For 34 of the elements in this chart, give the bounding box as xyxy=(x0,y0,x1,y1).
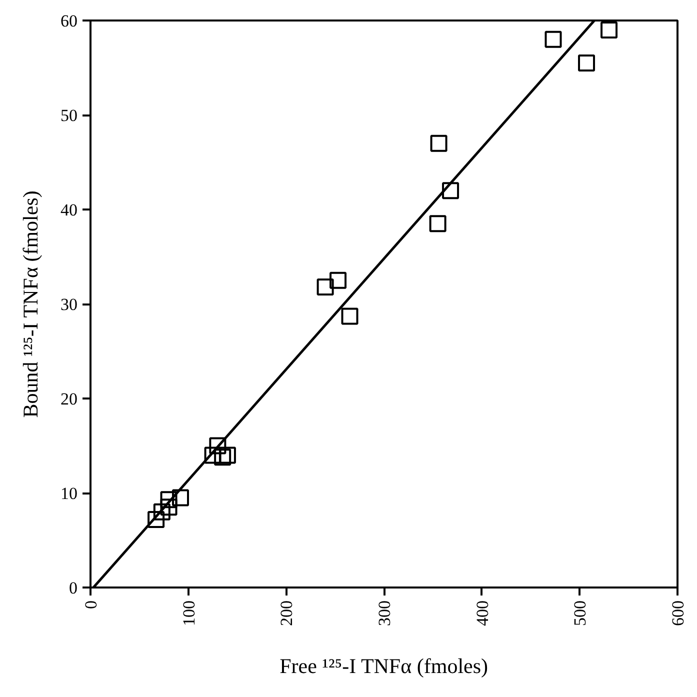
x-tick-label: 200 xyxy=(277,600,296,626)
point xyxy=(160,491,178,508)
point xyxy=(160,498,178,516)
x-tick-label: 300 xyxy=(375,600,394,626)
x-axis-title: Free ¹²⁵-I TNFα (fmoles) xyxy=(280,654,488,678)
point xyxy=(578,54,596,72)
point xyxy=(330,272,347,289)
x-tick-label: 400 xyxy=(472,600,492,626)
point xyxy=(341,308,358,325)
y-tick-label: 40 xyxy=(60,200,78,220)
point xyxy=(218,446,236,464)
y-tick-label: 20 xyxy=(60,390,78,408)
x-tick-label: 100 xyxy=(179,600,198,626)
y-tick-label: 50 xyxy=(60,106,78,125)
point xyxy=(544,30,562,48)
point xyxy=(214,448,232,466)
point xyxy=(600,21,618,38)
point xyxy=(209,437,226,454)
point xyxy=(153,503,170,520)
y-tick-label: 0 xyxy=(69,578,78,598)
y-tick-label: 10 xyxy=(60,484,78,503)
point xyxy=(442,182,460,200)
point xyxy=(148,510,165,528)
point xyxy=(316,278,334,296)
point xyxy=(172,489,190,506)
y-tick-label: 30 xyxy=(60,295,78,314)
y-axis-title: Bound ¹²⁵-I TNFα (fmoles) xyxy=(18,190,42,418)
point xyxy=(204,446,222,464)
x-tick-label: 500 xyxy=(570,600,590,626)
x-tick-label: 600 xyxy=(668,600,688,626)
y-tick-label: 60 xyxy=(60,12,78,30)
point xyxy=(429,215,446,232)
point xyxy=(430,134,448,152)
x-tick-label: 0 xyxy=(82,600,100,609)
